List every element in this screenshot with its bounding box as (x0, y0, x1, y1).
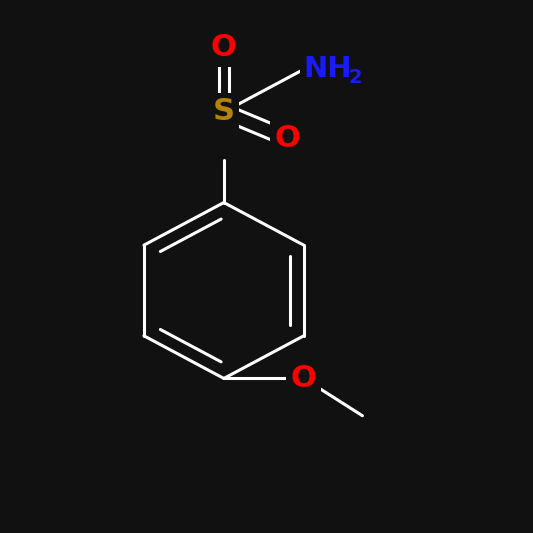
Text: S: S (213, 98, 235, 126)
Text: 2: 2 (348, 68, 362, 87)
Text: NH: NH (304, 55, 352, 83)
Text: O: O (275, 124, 301, 153)
Text: O: O (211, 34, 237, 62)
Text: O: O (291, 364, 317, 393)
